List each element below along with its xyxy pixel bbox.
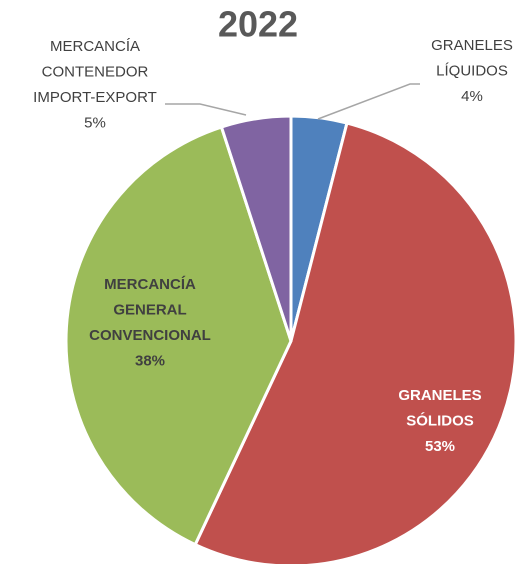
chart-title: 2022: [218, 4, 298, 45]
slice-label: GRANELES LÍQUIDOS: [431, 37, 513, 80]
value-label: 5%: [84, 114, 106, 131]
value-label: 38%: [135, 352, 165, 369]
pie-slice: [64, 125, 293, 547]
slice-label: MERCANCÍA CONTENEDOR IMPORT-EXPORT: [33, 38, 157, 106]
pie-slice: [219, 114, 293, 342]
pie-slice: [193, 121, 516, 564]
leader-line: [317, 83, 420, 120]
slice-label: GRANELES SÓLIDOS: [398, 387, 481, 430]
value-label: 53%: [425, 438, 455, 455]
value-label: 4%: [461, 88, 483, 105]
leader-line: [165, 103, 247, 116]
slice-label: MERCANCÍA GENERAL CONVENCIONAL: [89, 276, 211, 344]
